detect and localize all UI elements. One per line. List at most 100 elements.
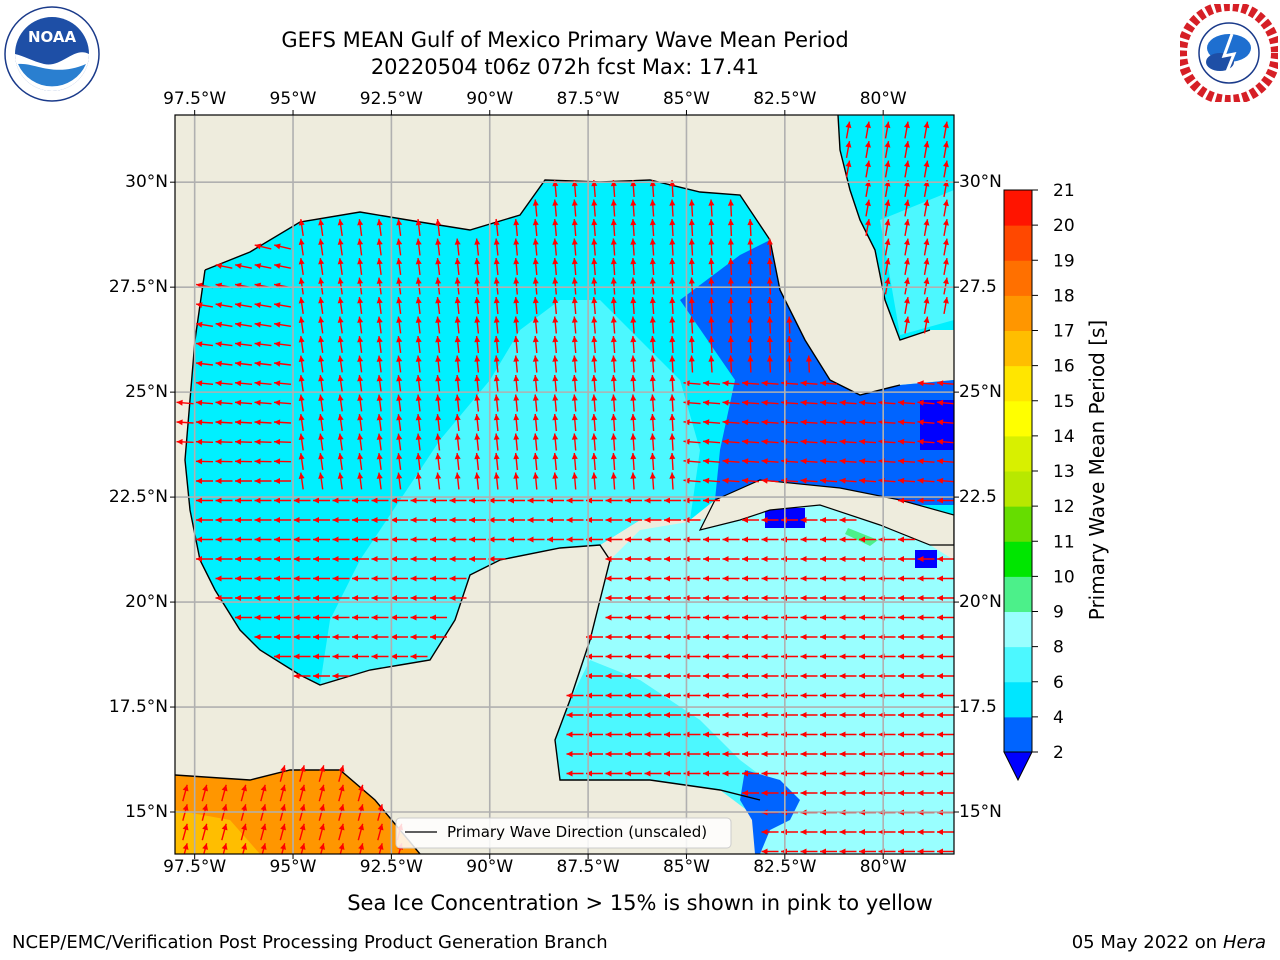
wave-arrow <box>610 296 617 315</box>
wave-arrow <box>937 634 954 640</box>
wave-arrow <box>215 536 233 543</box>
wave-arrow <box>625 731 642 738</box>
wave-arrow <box>664 517 681 523</box>
wave-arrow <box>649 472 656 490</box>
wave-arrow <box>513 238 520 256</box>
wave-arrow <box>240 784 247 802</box>
pacific-deeper <box>175 810 260 854</box>
wave-arrow <box>898 790 915 796</box>
wave-arrow <box>234 399 253 406</box>
wave-arrow <box>800 790 818 796</box>
wave-arrow <box>859 673 876 679</box>
x-tick-label: 90°W <box>466 89 514 109</box>
wave-arrow <box>195 321 214 328</box>
wave-arrow <box>566 770 584 777</box>
wave-arrow <box>513 316 520 334</box>
wave-arrow <box>299 823 306 841</box>
wave-arrow <box>610 433 617 451</box>
wave-arrow <box>508 536 525 543</box>
colorbar-segment <box>1004 681 1032 718</box>
wave-arrow <box>454 414 461 431</box>
wave-arrow <box>195 399 214 406</box>
wave-arrow <box>937 770 954 777</box>
wave-arrow <box>527 536 545 543</box>
wave-arrow <box>800 458 818 465</box>
colorbar-segment <box>1004 190 1032 226</box>
wave-arrow <box>352 517 369 523</box>
wave-arrow <box>644 575 662 582</box>
x-tick-label: 90°W <box>466 857 514 877</box>
wave-arrow <box>884 277 891 295</box>
wave-arrow <box>332 673 350 679</box>
wave-arrow <box>430 595 447 601</box>
wave-arrow <box>215 458 233 465</box>
wave-arrow <box>332 575 350 582</box>
wave-arrow <box>625 712 642 718</box>
wave-arrow <box>819 399 838 406</box>
wave-arrow <box>819 438 838 445</box>
wave-arrow <box>337 433 344 451</box>
wave-arrow <box>625 614 642 621</box>
wave-arrow <box>435 316 442 334</box>
wave-arrow <box>571 238 578 256</box>
wave-arrow <box>649 374 656 393</box>
wave-arrow <box>215 556 233 562</box>
wave-arrow <box>917 575 935 582</box>
wave-arrow <box>649 355 656 373</box>
wave-arrow <box>215 360 233 367</box>
wave-arrow <box>396 258 403 275</box>
wave-arrow <box>644 653 662 660</box>
wave-arrow <box>552 199 559 217</box>
wave-arrow <box>293 595 311 601</box>
wave-arrow <box>552 316 559 334</box>
wave-arrow <box>254 341 272 348</box>
wave-arrow <box>664 751 681 757</box>
wave-arrow <box>182 823 189 841</box>
wave-arrow <box>708 355 715 373</box>
wave-arrow <box>241 843 247 854</box>
wave-arrow <box>493 257 500 276</box>
wave-arrow <box>649 238 656 256</box>
wave-arrow <box>215 478 233 484</box>
wave-arrow <box>552 277 559 295</box>
wave-direction-arrows <box>176 121 954 854</box>
wave-arrow <box>449 536 467 543</box>
wave-arrow <box>766 257 773 276</box>
wave-arrow <box>839 653 857 660</box>
wave-arrow <box>605 595 623 601</box>
wave-arrow <box>435 238 442 256</box>
wave-arrow <box>820 770 837 777</box>
wave-arrow <box>435 258 442 275</box>
wave-arrow <box>839 731 857 738</box>
map-area <box>175 115 954 854</box>
wave-arrow <box>274 595 291 601</box>
wave-arrow <box>859 692 876 699</box>
wave-arrow <box>722 458 740 465</box>
tick-marks <box>170 110 959 859</box>
wave-arrow <box>703 595 720 601</box>
wave-arrow <box>552 257 559 276</box>
wave-arrow <box>722 692 740 699</box>
wave-arrow <box>215 399 233 406</box>
wave-arrow <box>318 394 325 412</box>
wave-arrow <box>318 355 325 373</box>
wave-arrow <box>337 316 344 334</box>
wave-arrow <box>493 472 500 490</box>
wave-arrow <box>337 297 344 314</box>
wave-arrow <box>936 438 954 445</box>
colorbar-tick-label: 4 <box>1053 708 1064 728</box>
wave-arrow <box>644 673 662 679</box>
wave-arrow <box>215 595 233 601</box>
wave-arrow <box>708 335 715 354</box>
wave-arrow <box>357 238 364 256</box>
wave-arrow <box>274 497 291 504</box>
wave-arrow <box>898 614 915 621</box>
wave-arrow <box>859 829 876 835</box>
wave-arrow <box>858 419 877 426</box>
wave-arrow <box>376 219 383 236</box>
wave-arrow <box>741 399 760 406</box>
wave-arrow <box>859 770 876 777</box>
wave-arrow <box>215 341 233 348</box>
wave-arrow <box>820 848 837 854</box>
wave-arrow <box>703 770 720 777</box>
